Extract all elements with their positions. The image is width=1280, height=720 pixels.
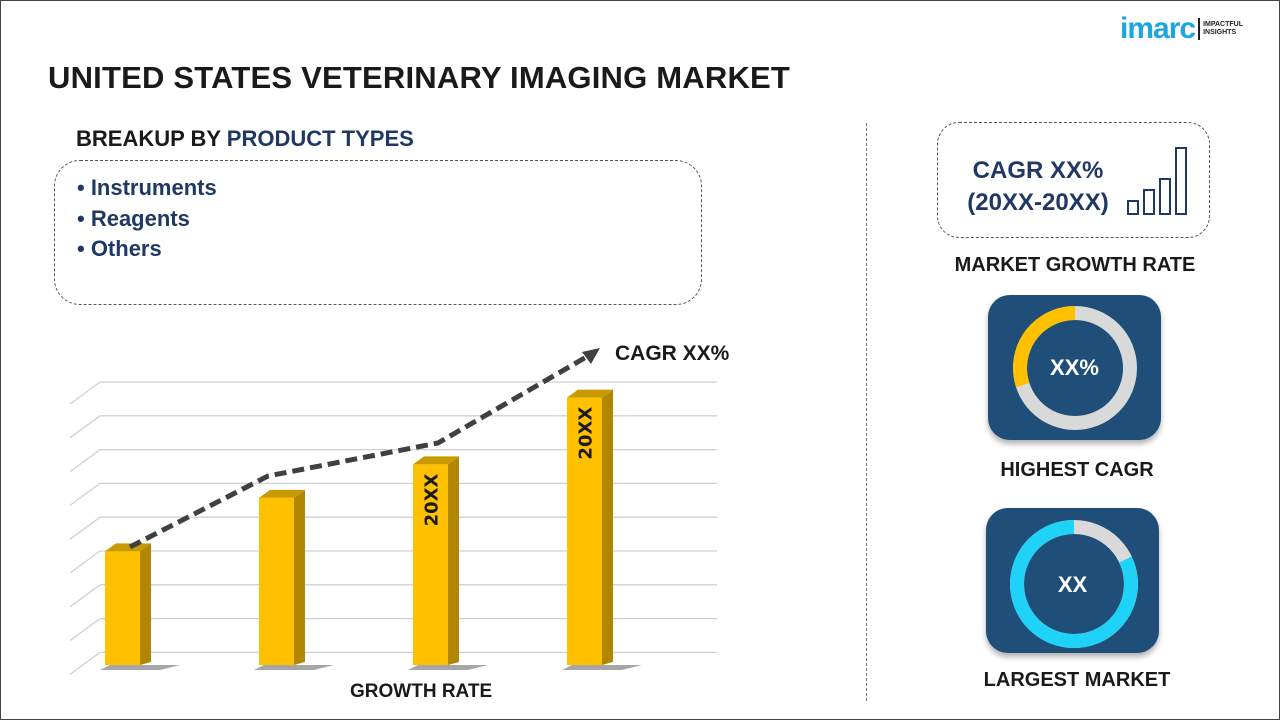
highest-cagr-value: XX% xyxy=(1050,355,1099,380)
trend-arrow-line xyxy=(128,353,590,550)
highest-cagr-caption: HIGHEST CAGR xyxy=(1000,459,1154,481)
gridline-depth xyxy=(69,482,101,506)
market-growth-caption: MARKET GROWTH RATE xyxy=(954,254,1196,276)
gridline-depth xyxy=(69,516,101,540)
bar-top xyxy=(413,456,459,465)
bar-side xyxy=(294,489,305,665)
highest-cagr-donut xyxy=(1013,306,1137,430)
bar-label: 20XX xyxy=(422,473,443,526)
cagr-text: CAGR XX% (20XX-20XX) xyxy=(967,157,1109,216)
segment-list: • Instruments • Reagents • Others xyxy=(54,160,702,305)
gridline-depth xyxy=(69,651,101,675)
segment-item: • Reagents xyxy=(77,205,190,231)
bar-side xyxy=(602,389,613,665)
trend-arrow-head xyxy=(582,348,600,364)
page-title: UNITED STATES VETERINARY IMAGING MARKET xyxy=(48,60,791,95)
growth-chart: 20XX 20XX xyxy=(69,348,717,675)
bar-shadow xyxy=(100,665,180,670)
bar-chart-icon xyxy=(1127,147,1187,215)
largest-market-donut xyxy=(1010,520,1138,648)
bar-shadow xyxy=(408,665,488,670)
imarc-logo: imarc IMPACTFUL INSIGHTS xyxy=(1120,12,1243,46)
largest-market-card: XX xyxy=(986,508,1159,653)
bar-side xyxy=(140,543,151,665)
logo-word: imarc xyxy=(1120,12,1196,45)
segment-item: • Instruments xyxy=(77,175,217,200)
bar xyxy=(105,551,140,665)
bar-top xyxy=(259,489,305,498)
bar-top xyxy=(105,543,151,552)
segment-item: • Others xyxy=(77,236,162,261)
logo-tagline: IMPACTFUL INSIGHTS xyxy=(1203,21,1243,36)
chart-x-label: GROWTH RATE xyxy=(350,681,493,702)
gridline-depth xyxy=(69,584,101,608)
bar-top xyxy=(567,389,613,398)
bar xyxy=(567,397,602,665)
gridline-depth xyxy=(69,415,101,439)
gridline-depth xyxy=(69,618,101,642)
section-divider xyxy=(866,123,867,701)
bar xyxy=(259,497,294,665)
bar-label: 20XX xyxy=(576,407,597,460)
gridline-depth xyxy=(69,381,101,405)
gridline-depth xyxy=(69,449,101,473)
highest-cagr-card: XX% xyxy=(988,295,1161,440)
largest-market-caption: LARGEST MARKET xyxy=(983,669,1171,691)
largest-market-value: XX xyxy=(1057,572,1088,597)
bar-side xyxy=(448,456,459,665)
chart-cagr-annotation: CAGR XX% xyxy=(615,342,730,365)
logo-divider xyxy=(1198,18,1201,40)
bar-shadow xyxy=(254,665,334,670)
bar-shadow xyxy=(562,665,642,670)
gridline-depth xyxy=(69,550,101,574)
bar xyxy=(413,464,448,665)
breakup-heading: BREAKUP BY PRODUCT TYPES xyxy=(76,126,414,151)
cagr-box: CAGR XX% (20XX-20XX) xyxy=(937,122,1210,238)
